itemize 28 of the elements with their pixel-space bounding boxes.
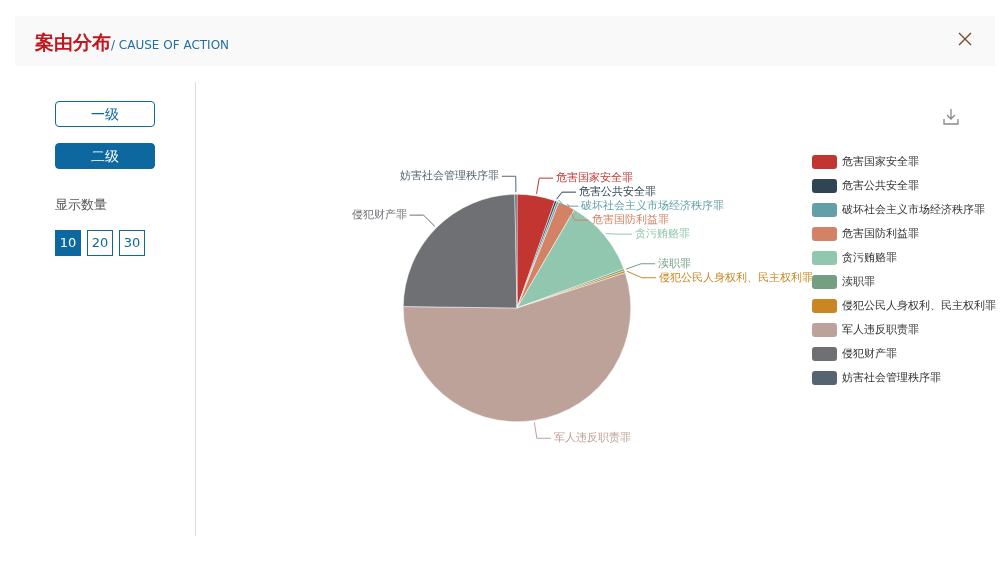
text: 20 — [87, 230, 113, 256]
slice-label: 破坏社会主义市场经济秩序罪 — [580, 199, 725, 212]
slice-label: 渎职罪 — [658, 256, 692, 270]
legend-label: 渎职罪 — [842, 274, 875, 288]
legend-label: 侵犯公民人身权利、民主权利罪 — [842, 298, 996, 312]
legend-label: 军人违反职责罪 — [842, 322, 919, 336]
legend-label: 侵犯财产罪 — [842, 346, 897, 360]
slice-label: 侵犯财产罪 — [351, 207, 407, 221]
category-label: 危害国防利益罪 — [842, 226, 919, 240]
legend-label: 危害国家安全罪 — [842, 154, 919, 168]
text: 一级 — [55, 101, 155, 127]
slice-label: 妨害社会管理秩序罪 — [399, 169, 499, 183]
slice-label: 军人违反职责罪 — [553, 431, 631, 445]
slice-label: 贪污贿赂罪 — [634, 227, 690, 240]
slice-label: 危害公共安全罪 — [579, 185, 657, 198]
legend-label: 危害公共安全罪 — [842, 178, 919, 192]
text: / CAUSE OF ACTION — [111, 38, 230, 52]
text: 案由分布 — [35, 31, 111, 53]
legend-label: 贪污贿赂罪 — [842, 250, 897, 264]
text: 30 — [119, 230, 145, 256]
text: 10 — [55, 230, 81, 256]
legend-label: 破坏社会主义市场经济秩序罪 — [841, 202, 985, 216]
slice-label: 危害国家安全罪 — [556, 171, 634, 184]
slice-label: 侵犯公民人身权利、民主权利罪 — [658, 270, 813, 284]
legend-label: 妨害社会管理秩序罪 — [842, 370, 941, 384]
text: 二级 — [55, 143, 155, 169]
text: 显示数量 — [55, 196, 107, 214]
legend-label: 危害国防利益罪 — [591, 213, 669, 226]
